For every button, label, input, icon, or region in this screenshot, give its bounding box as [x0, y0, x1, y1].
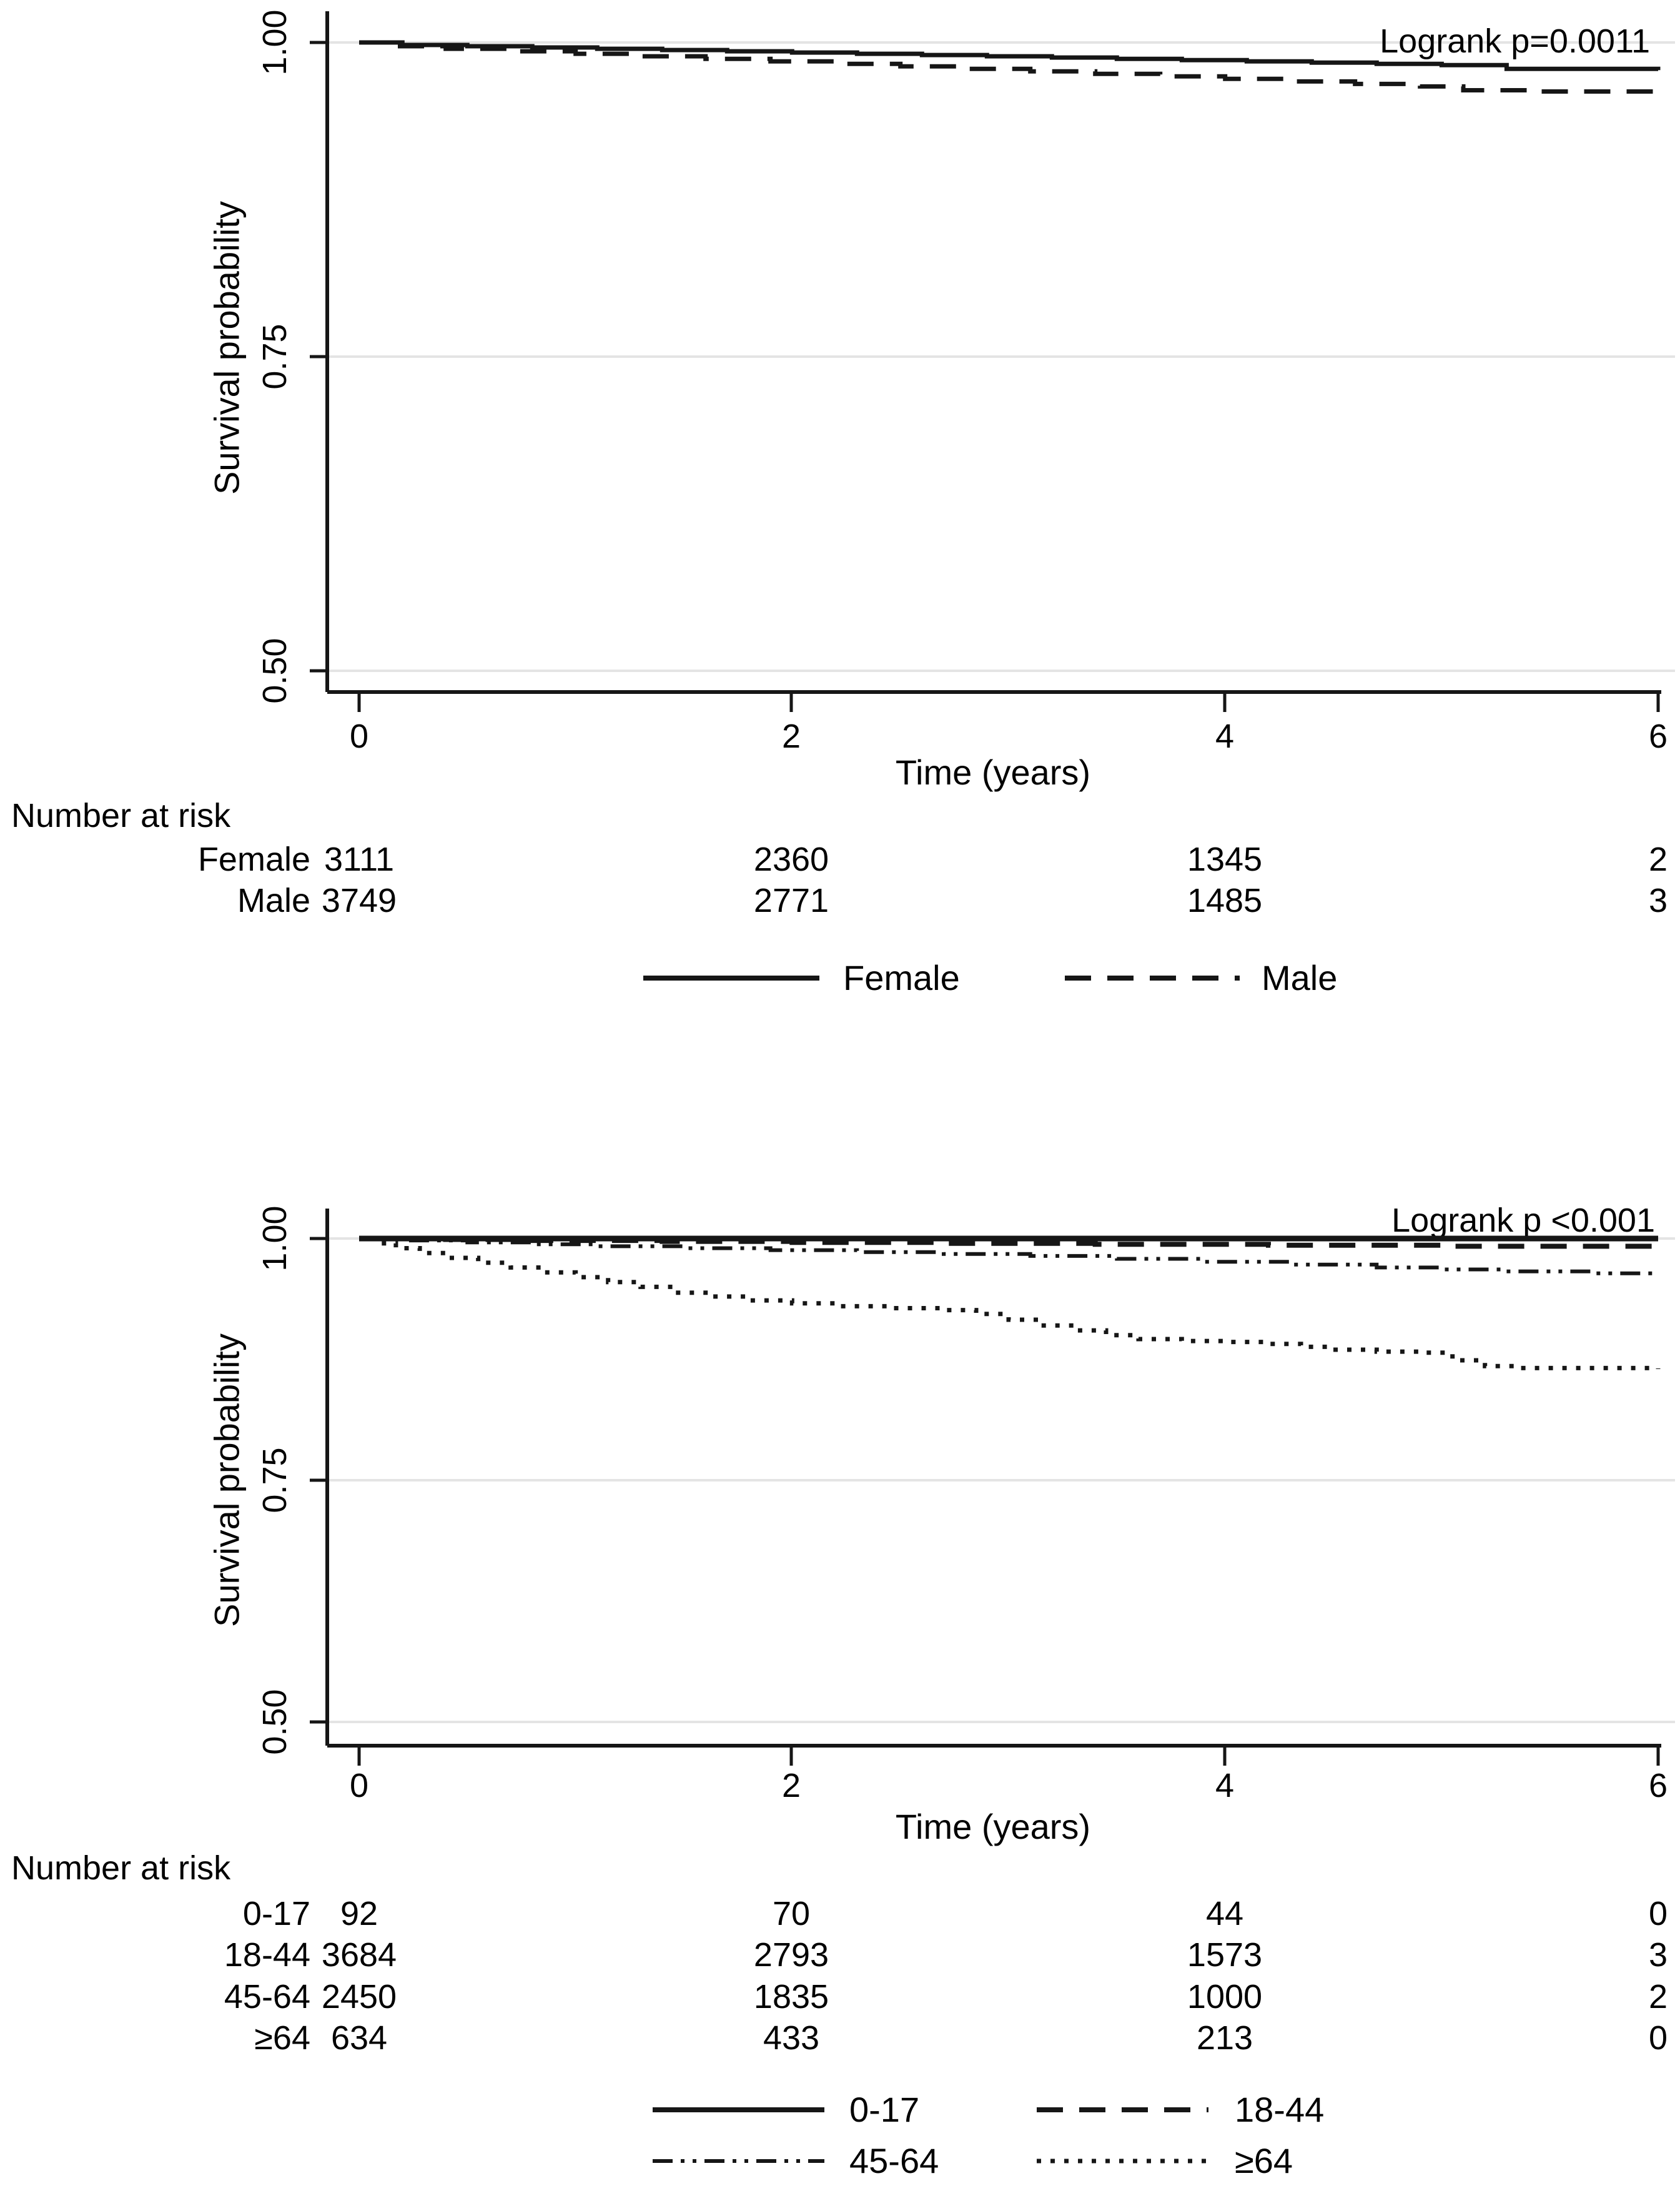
risk-count: 3 [1649, 882, 1668, 919]
x-axis-title: Time (years) [896, 1807, 1090, 1846]
risk-row-label: ≥64 [254, 2019, 310, 2057]
risk-table-age: Number at risk 0-17 92 70 44 0 18-44 368… [11, 1849, 1668, 2057]
risk-row-label: 45-64 [224, 1978, 310, 2015]
x-tick-label: 0 [350, 1767, 368, 1804]
panel-sex: 1.00 0.75 0.50 Survival probability 0 2 … [11, 9, 1675, 997]
curve-age-45-64 [359, 1237, 1660, 1275]
risk-count: 213 [1197, 2019, 1253, 2057]
x-tick-label: 4 [1215, 1767, 1234, 1804]
risk-count: 1485 [1187, 882, 1262, 919]
risk-count: 2 [1649, 841, 1668, 878]
risk-count: 433 [763, 2019, 819, 2057]
risk-count: 2793 [754, 1936, 829, 1974]
risk-count: 2450 [322, 1978, 397, 2015]
risk-row-label: Female [198, 841, 310, 878]
risk-table-sex: Number at risk Female 3111 2360 1345 2 M… [11, 797, 1668, 919]
legend-label-45-64: 45-64 [849, 2141, 939, 2180]
risk-count: 3111 [324, 841, 394, 878]
x-tick-label: 2 [782, 718, 801, 755]
risk-count: 0 [1649, 1895, 1668, 1932]
y-tick-label: 1.00 [256, 9, 294, 75]
risk-count: 2771 [754, 882, 829, 919]
risk-count: 92 [340, 1895, 378, 1932]
risk-count: 0 [1649, 2019, 1668, 2057]
risk-table-title: Number at risk [11, 1849, 231, 1887]
legend-label-0-17: 0-17 [849, 2090, 919, 2129]
curve-age-ge64 [359, 1236, 1661, 1370]
curve-age-18-44 [359, 1236, 1661, 1249]
y-tick-label: 0.50 [256, 1689, 294, 1754]
risk-count: 3 [1649, 1936, 1668, 1974]
panel-age: 1.00 0.75 0.50 Survival probability 0 2 … [11, 1202, 1675, 2180]
legend-age: 0-17 18-44 45-64 ≥64 [653, 2090, 1324, 2180]
risk-count: 2360 [754, 841, 829, 878]
risk-count: 3684 [322, 1936, 397, 1974]
risk-count: 634 [331, 2019, 387, 2057]
risk-row-18-44: 18-44 3684 2793 1573 3 [224, 1936, 1668, 1974]
risk-row-ge64: ≥64 634 433 213 0 [254, 2019, 1668, 2057]
risk-count: 1000 [1187, 1978, 1262, 2015]
x-tick-label: 2 [782, 1767, 801, 1804]
risk-count: 3749 [322, 882, 397, 919]
x-tick-label: 6 [1649, 1767, 1668, 1804]
y-tick-label: 0.75 [256, 324, 294, 389]
x-axis-title: Time (years) [896, 753, 1090, 792]
risk-count: 1573 [1187, 1936, 1262, 1974]
curve-female [359, 40, 1661, 71]
risk-count: 2 [1649, 1978, 1668, 2015]
legend-label-ge64: ≥64 [1235, 2141, 1293, 2180]
legend-label-male: Male [1262, 958, 1337, 997]
logrank-annotation: Logrank p=0.0011 [1380, 22, 1650, 60]
risk-count: 1835 [754, 1978, 829, 2015]
curve-male [359, 40, 1661, 94]
risk-count: 70 [773, 1895, 810, 1932]
risk-row-label: 18-44 [224, 1936, 310, 1974]
risk-table-title: Number at risk [11, 797, 231, 834]
x-tick-label: 6 [1649, 718, 1668, 755]
risk-count: 44 [1206, 1895, 1243, 1932]
y-axis-title: Survival probability [207, 201, 247, 495]
risk-row-male: Male 3749 2771 1485 3 [237, 882, 1668, 919]
logrank-annotation: Logrank p <0.001 [1391, 1202, 1655, 1239]
risk-row-45-64: 45-64 2450 1835 1000 2 [224, 1978, 1668, 2015]
risk-row-label: 0-17 [243, 1895, 310, 1932]
legend-label-female: Female [843, 958, 960, 997]
legend-label-18-44: 18-44 [1235, 2090, 1324, 2129]
risk-count: 1345 [1187, 841, 1262, 878]
risk-row-0-17: 0-17 92 70 44 0 [243, 1895, 1668, 1932]
legend-sex: Female Male [643, 958, 1337, 997]
y-tick-label: 1.00 [256, 1205, 294, 1271]
y-tick-label: 0.50 [256, 638, 294, 703]
y-tick-label: 0.75 [256, 1447, 294, 1513]
x-tick-label: 4 [1215, 718, 1234, 755]
y-axis-title: Survival probability [207, 1333, 247, 1627]
x-tick-label: 0 [350, 718, 368, 755]
risk-row-female: Female 3111 2360 1345 2 [198, 841, 1668, 878]
risk-row-label: Male [237, 882, 310, 919]
